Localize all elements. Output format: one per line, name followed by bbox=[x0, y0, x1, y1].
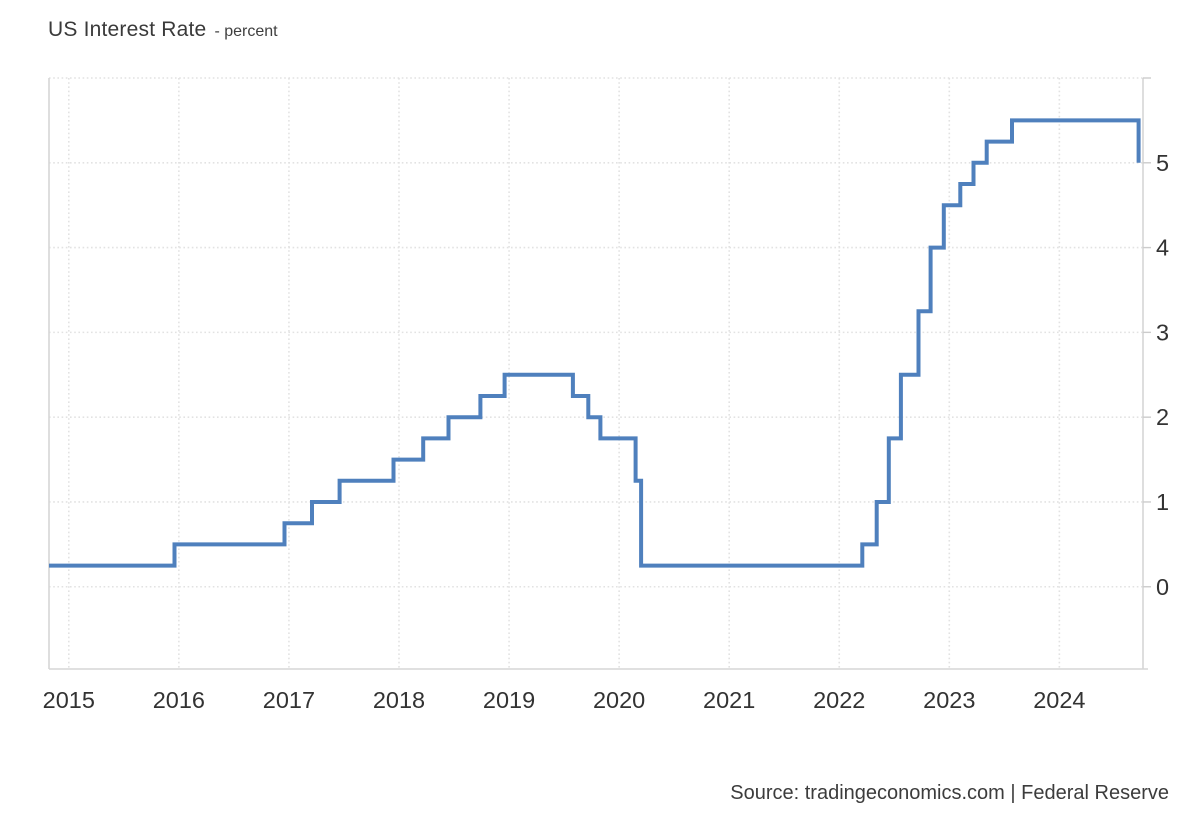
svg-text:3: 3 bbox=[1156, 319, 1169, 345]
source-attribution: Source: tradingeconomics.com | Federal R… bbox=[730, 782, 1169, 804]
chart-title: US Interest Rate bbox=[48, 18, 207, 41]
svg-text:4: 4 bbox=[1156, 235, 1169, 261]
svg-text:2023: 2023 bbox=[923, 687, 975, 713]
svg-text:2015: 2015 bbox=[43, 687, 95, 713]
svg-text:2016: 2016 bbox=[153, 687, 205, 713]
axis-lines bbox=[48, 78, 1148, 670]
svg-text:2017: 2017 bbox=[263, 687, 315, 713]
gridlines bbox=[49, 77, 1143, 669]
svg-text:2018: 2018 bbox=[373, 687, 425, 713]
svg-text:2022: 2022 bbox=[813, 687, 865, 713]
svg-text:2021: 2021 bbox=[703, 687, 755, 713]
svg-text:5: 5 bbox=[1156, 150, 1169, 176]
svg-text:2: 2 bbox=[1156, 404, 1169, 430]
svg-text:0: 0 bbox=[1156, 574, 1169, 600]
plot-area[interactable]: 0 1 2 3 4 5 2015 2016 2017 2018 2019 2020 2021 2022 20… bbox=[0, 0, 1200, 740]
interest-rate-series-line bbox=[49, 118, 1141, 568]
svg-text:1: 1 bbox=[1156, 489, 1169, 515]
y-axis-labels: 0 1 2 3 4 5 bbox=[1156, 150, 1169, 600]
svg-text:2024: 2024 bbox=[1033, 687, 1085, 713]
x-axis-labels: 2015 2016 2017 2018 2019 2020 2021 2022 2023 2024 bbox=[43, 687, 1086, 713]
y-axis-ticks bbox=[1143, 77, 1151, 588]
svg-text:2019: 2019 bbox=[483, 687, 535, 713]
svg-text:2020: 2020 bbox=[593, 687, 645, 713]
chart-subtitle: - percent bbox=[214, 23, 278, 40]
chart-header: US Interest Rate - percent bbox=[48, 18, 278, 42]
